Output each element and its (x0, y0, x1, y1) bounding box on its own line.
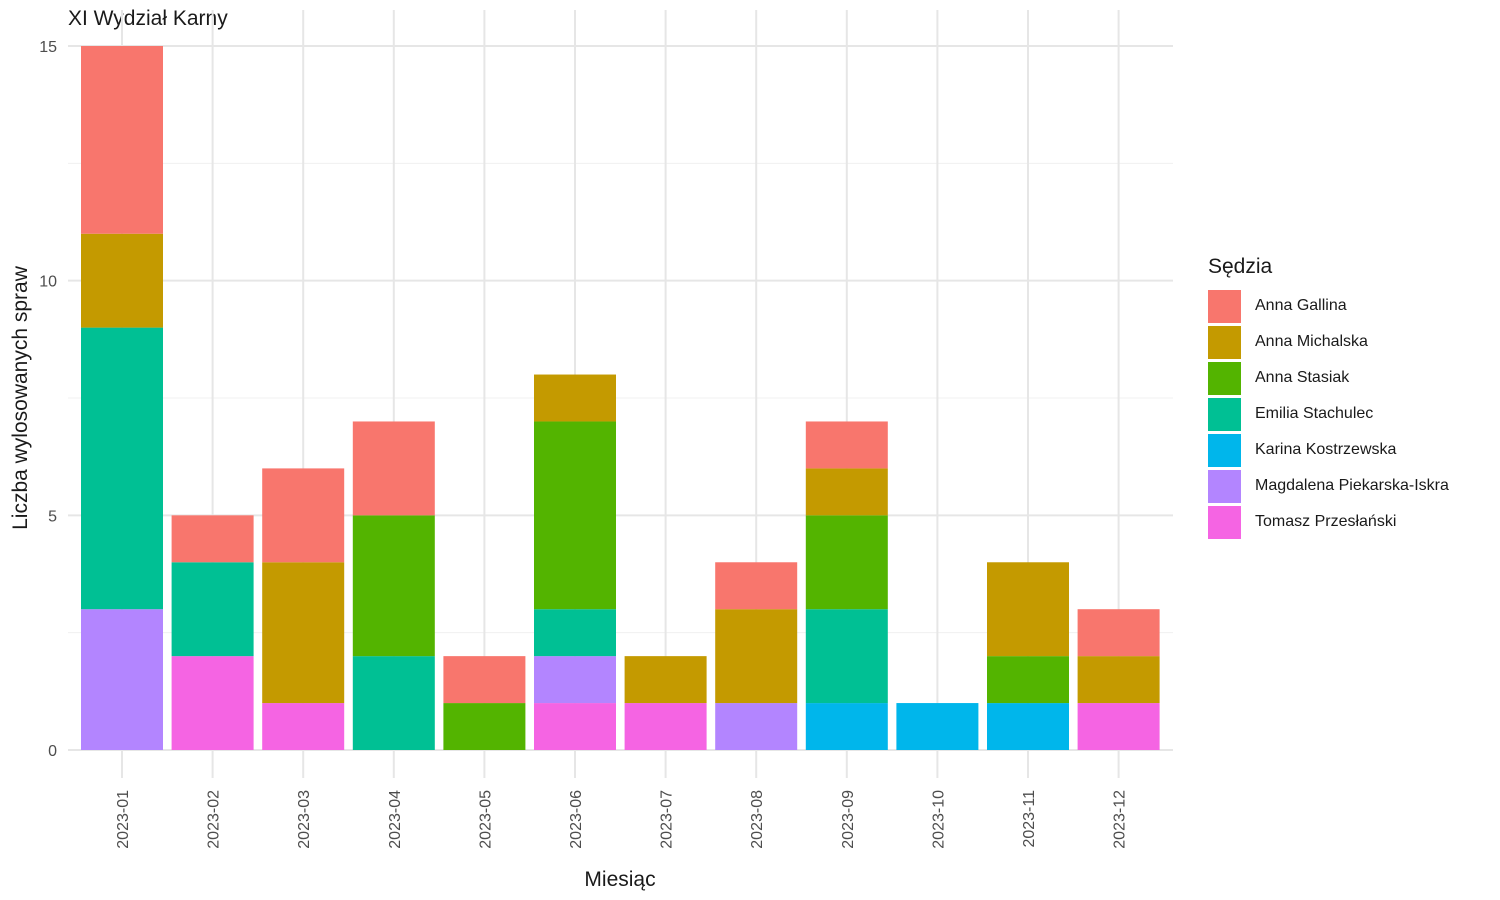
bar-segment (262, 562, 345, 704)
bars (81, 46, 1160, 750)
x-axis-label: Miesiąc (584, 868, 655, 891)
legend-label: Anna Michalska (1255, 333, 1368, 350)
bar-segment (443, 656, 526, 704)
bar-segment (1077, 609, 1160, 657)
legend-label: Magdalena Piekarska-Iskra (1255, 477, 1449, 494)
legend-item: Emilia Stachulec (1208, 396, 1449, 432)
bar-segment (805, 421, 888, 469)
legend-label: Karina Kostrzewska (1255, 441, 1397, 458)
legend-label: Anna Stasiak (1255, 369, 1350, 386)
bar-segment (1077, 703, 1160, 750)
bar-segment (715, 609, 798, 704)
y-tick-label: 10 (39, 274, 57, 291)
bar-segment (624, 656, 707, 704)
bar-segment (81, 46, 163, 234)
legend-label: Anna Gallina (1255, 297, 1347, 314)
y-tick-label: 15 (39, 39, 57, 56)
bar-segment (81, 327, 163, 610)
chart-title: XI Wydział Karny (68, 7, 228, 30)
bar-segment (352, 421, 435, 516)
bar-segment (81, 609, 163, 750)
bar-segment (171, 562, 254, 657)
bar-segment (805, 609, 888, 704)
bar-segment (896, 703, 979, 750)
legend-item: Anna Gallina (1208, 288, 1449, 324)
x-tick-label: 2023-06 (568, 790, 585, 849)
y-tick-label: 0 (48, 743, 57, 760)
x-tick-label: 2023-07 (659, 790, 676, 849)
x-tick-label: 2023-04 (387, 790, 404, 849)
bar-segment (987, 562, 1069, 657)
bar-segment (534, 374, 616, 422)
bar-segment (534, 656, 616, 704)
bar-segment (534, 703, 616, 750)
legend-item: Anna Stasiak (1208, 360, 1449, 396)
legend-label: Tomasz Przesłański (1255, 513, 1397, 530)
bar-segment (1077, 656, 1160, 704)
bar-segment (262, 703, 345, 750)
x-tick-labels: 2023-01 2023-02 2023-03 2023-04 2023-05 2023-… (115, 790, 1129, 849)
bar-segment (715, 703, 798, 750)
bar-segment (352, 515, 435, 657)
legend-item: Magdalena Piekarska-Iskra (1208, 468, 1449, 504)
legend-swatch (1208, 325, 1241, 359)
bar-segment (805, 703, 888, 750)
bar-segment (262, 468, 345, 563)
legend-items: Anna Gallina Anna Michalska Anna Stasiak Em… (1208, 288, 1449, 540)
x-tick-label: 2023-05 (477, 790, 494, 849)
bar-segment (171, 515, 254, 563)
bar-segment (805, 515, 888, 610)
legend-item: Anna Michalska (1208, 324, 1449, 360)
bar-segment (624, 703, 707, 750)
y-tick-labels: 0 5 10 15 (39, 39, 57, 760)
legend-swatch (1208, 469, 1241, 503)
bar-segment (987, 703, 1069, 750)
legend-title: Sędzia (1208, 255, 1273, 278)
bar-segment (534, 609, 616, 657)
x-tick-label: 2023-11 (1021, 790, 1038, 848)
x-tick-label: 2023-03 (296, 790, 313, 849)
legend-item: Karina Kostrzewska (1208, 432, 1449, 468)
x-tick-label: 2023-08 (749, 790, 766, 849)
legend-swatch (1208, 361, 1241, 395)
legend-item: Tomasz Przesłański (1208, 504, 1449, 540)
y-tick-label: 5 (48, 508, 57, 525)
x-tick-label: 2023-01 (115, 790, 132, 849)
bar-segment (534, 421, 616, 610)
legend: Sędzia Anna Gallina Anna Michalska Anna St… (1208, 255, 1449, 540)
x-tick-label: 2023-12 (1112, 790, 1129, 849)
bar-segment (443, 703, 526, 750)
bar-segment (987, 656, 1069, 704)
bar-segment (715, 562, 798, 610)
legend-swatch (1208, 505, 1241, 539)
bar-segment (352, 656, 435, 750)
y-axis-label: Liczba wylosowanych spraw (9, 265, 32, 530)
x-tick-label: 2023-02 (206, 790, 223, 849)
x-tick-label: 2023-09 (840, 790, 857, 849)
x-tick-label: 2023-10 (930, 790, 947, 849)
legend-label: Emilia Stachulec (1255, 405, 1374, 422)
legend-swatch (1208, 397, 1241, 431)
bar-segment (171, 656, 254, 750)
bar-segment (81, 233, 163, 328)
legend-swatch (1208, 289, 1241, 323)
bar-segment (805, 468, 888, 516)
legend-swatch (1208, 433, 1241, 467)
